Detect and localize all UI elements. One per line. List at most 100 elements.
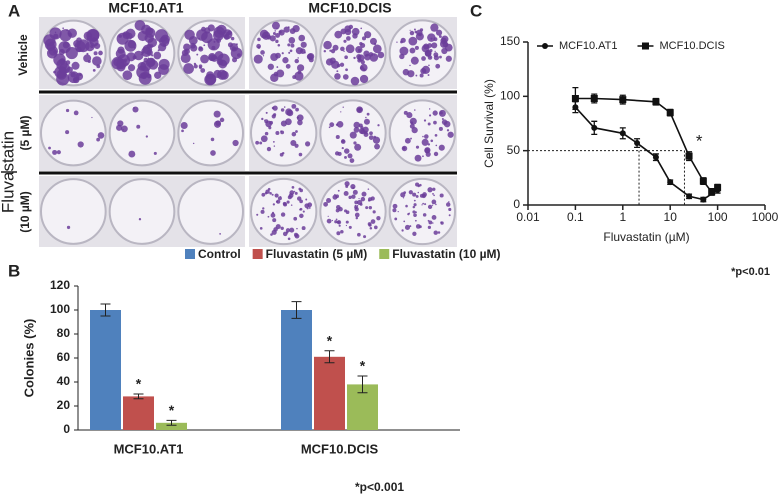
colony (117, 120, 124, 127)
colony (438, 126, 443, 131)
colony (404, 137, 411, 144)
colony (276, 27, 278, 30)
colony (260, 50, 265, 55)
colony (440, 221, 444, 225)
colony (349, 131, 357, 139)
colony (277, 43, 281, 47)
colony (116, 62, 126, 72)
colony (424, 134, 429, 139)
colony (413, 213, 417, 217)
colony (280, 130, 283, 133)
colony (351, 194, 356, 199)
colony (264, 35, 267, 38)
colony (267, 187, 271, 191)
colony (280, 212, 286, 217)
colony (438, 35, 442, 38)
colony (285, 228, 291, 233)
colony (259, 141, 263, 145)
colony (345, 44, 355, 54)
colony (219, 117, 225, 123)
colony (358, 197, 360, 200)
colony (299, 188, 303, 193)
y-axis-label: Cell Survival (%) (482, 79, 496, 168)
colony (291, 103, 297, 109)
colony (298, 34, 306, 42)
colony (59, 58, 66, 65)
colony (255, 140, 260, 145)
colony (361, 191, 367, 197)
colony (336, 121, 344, 128)
colony (262, 55, 265, 57)
colony (360, 125, 364, 130)
colony (430, 23, 439, 32)
colony (296, 116, 299, 119)
colony (287, 237, 291, 241)
colony (419, 73, 424, 78)
colony (350, 76, 360, 86)
bar-chart: Colonies (%) 0 20 40 60 80 100 120 Control Fluvas… (21, 247, 500, 494)
colony (348, 24, 354, 30)
colony (428, 108, 431, 110)
colony (422, 213, 427, 217)
colony (414, 45, 419, 50)
colony (349, 158, 355, 163)
plate (388, 177, 457, 246)
x-tick-label: 1 (619, 210, 626, 224)
colony (79, 73, 82, 77)
colony (343, 50, 345, 52)
colony (271, 193, 274, 196)
colony (401, 145, 408, 152)
row-label: Vehicle (16, 34, 30, 76)
legend-label: Fluvastatin (5 µM) (266, 247, 368, 261)
colony (415, 74, 418, 77)
colony (227, 42, 233, 48)
colony (408, 36, 418, 46)
colony (283, 106, 286, 108)
data-point (652, 98, 660, 106)
colony (192, 142, 195, 145)
colony (271, 21, 280, 30)
colony (360, 27, 363, 30)
colony (409, 47, 416, 54)
colony (90, 44, 94, 49)
colony (201, 31, 213, 44)
colony (59, 63, 71, 74)
colony (270, 233, 273, 236)
colony (193, 64, 198, 69)
colony (348, 195, 352, 200)
colony (431, 42, 438, 49)
colony (340, 28, 347, 35)
x-axis-label: Fluvastatin (µM) (603, 230, 689, 244)
colony (369, 131, 373, 136)
colony (340, 111, 342, 113)
colony (447, 131, 454, 138)
colony (123, 58, 128, 62)
colony (216, 38, 222, 43)
colony (272, 140, 275, 143)
colony (289, 190, 295, 196)
colony (427, 204, 433, 210)
colony (424, 203, 427, 206)
colony (253, 54, 263, 64)
colony (337, 151, 342, 156)
colony (411, 127, 418, 134)
colony (372, 210, 376, 214)
colony (294, 191, 298, 195)
colony (307, 202, 313, 208)
colony (288, 51, 291, 54)
data-point (619, 130, 626, 137)
plate (108, 178, 176, 245)
colony (347, 153, 353, 159)
x-tick-label: 10 (664, 210, 678, 224)
colony (260, 135, 268, 143)
colony (294, 58, 299, 64)
colony (441, 35, 449, 43)
colony (232, 57, 238, 63)
colony (354, 204, 357, 207)
colony (272, 218, 277, 223)
colony (441, 117, 444, 120)
colony (359, 74, 369, 84)
colony (412, 192, 417, 197)
colony (427, 55, 433, 60)
colony (330, 49, 336, 54)
